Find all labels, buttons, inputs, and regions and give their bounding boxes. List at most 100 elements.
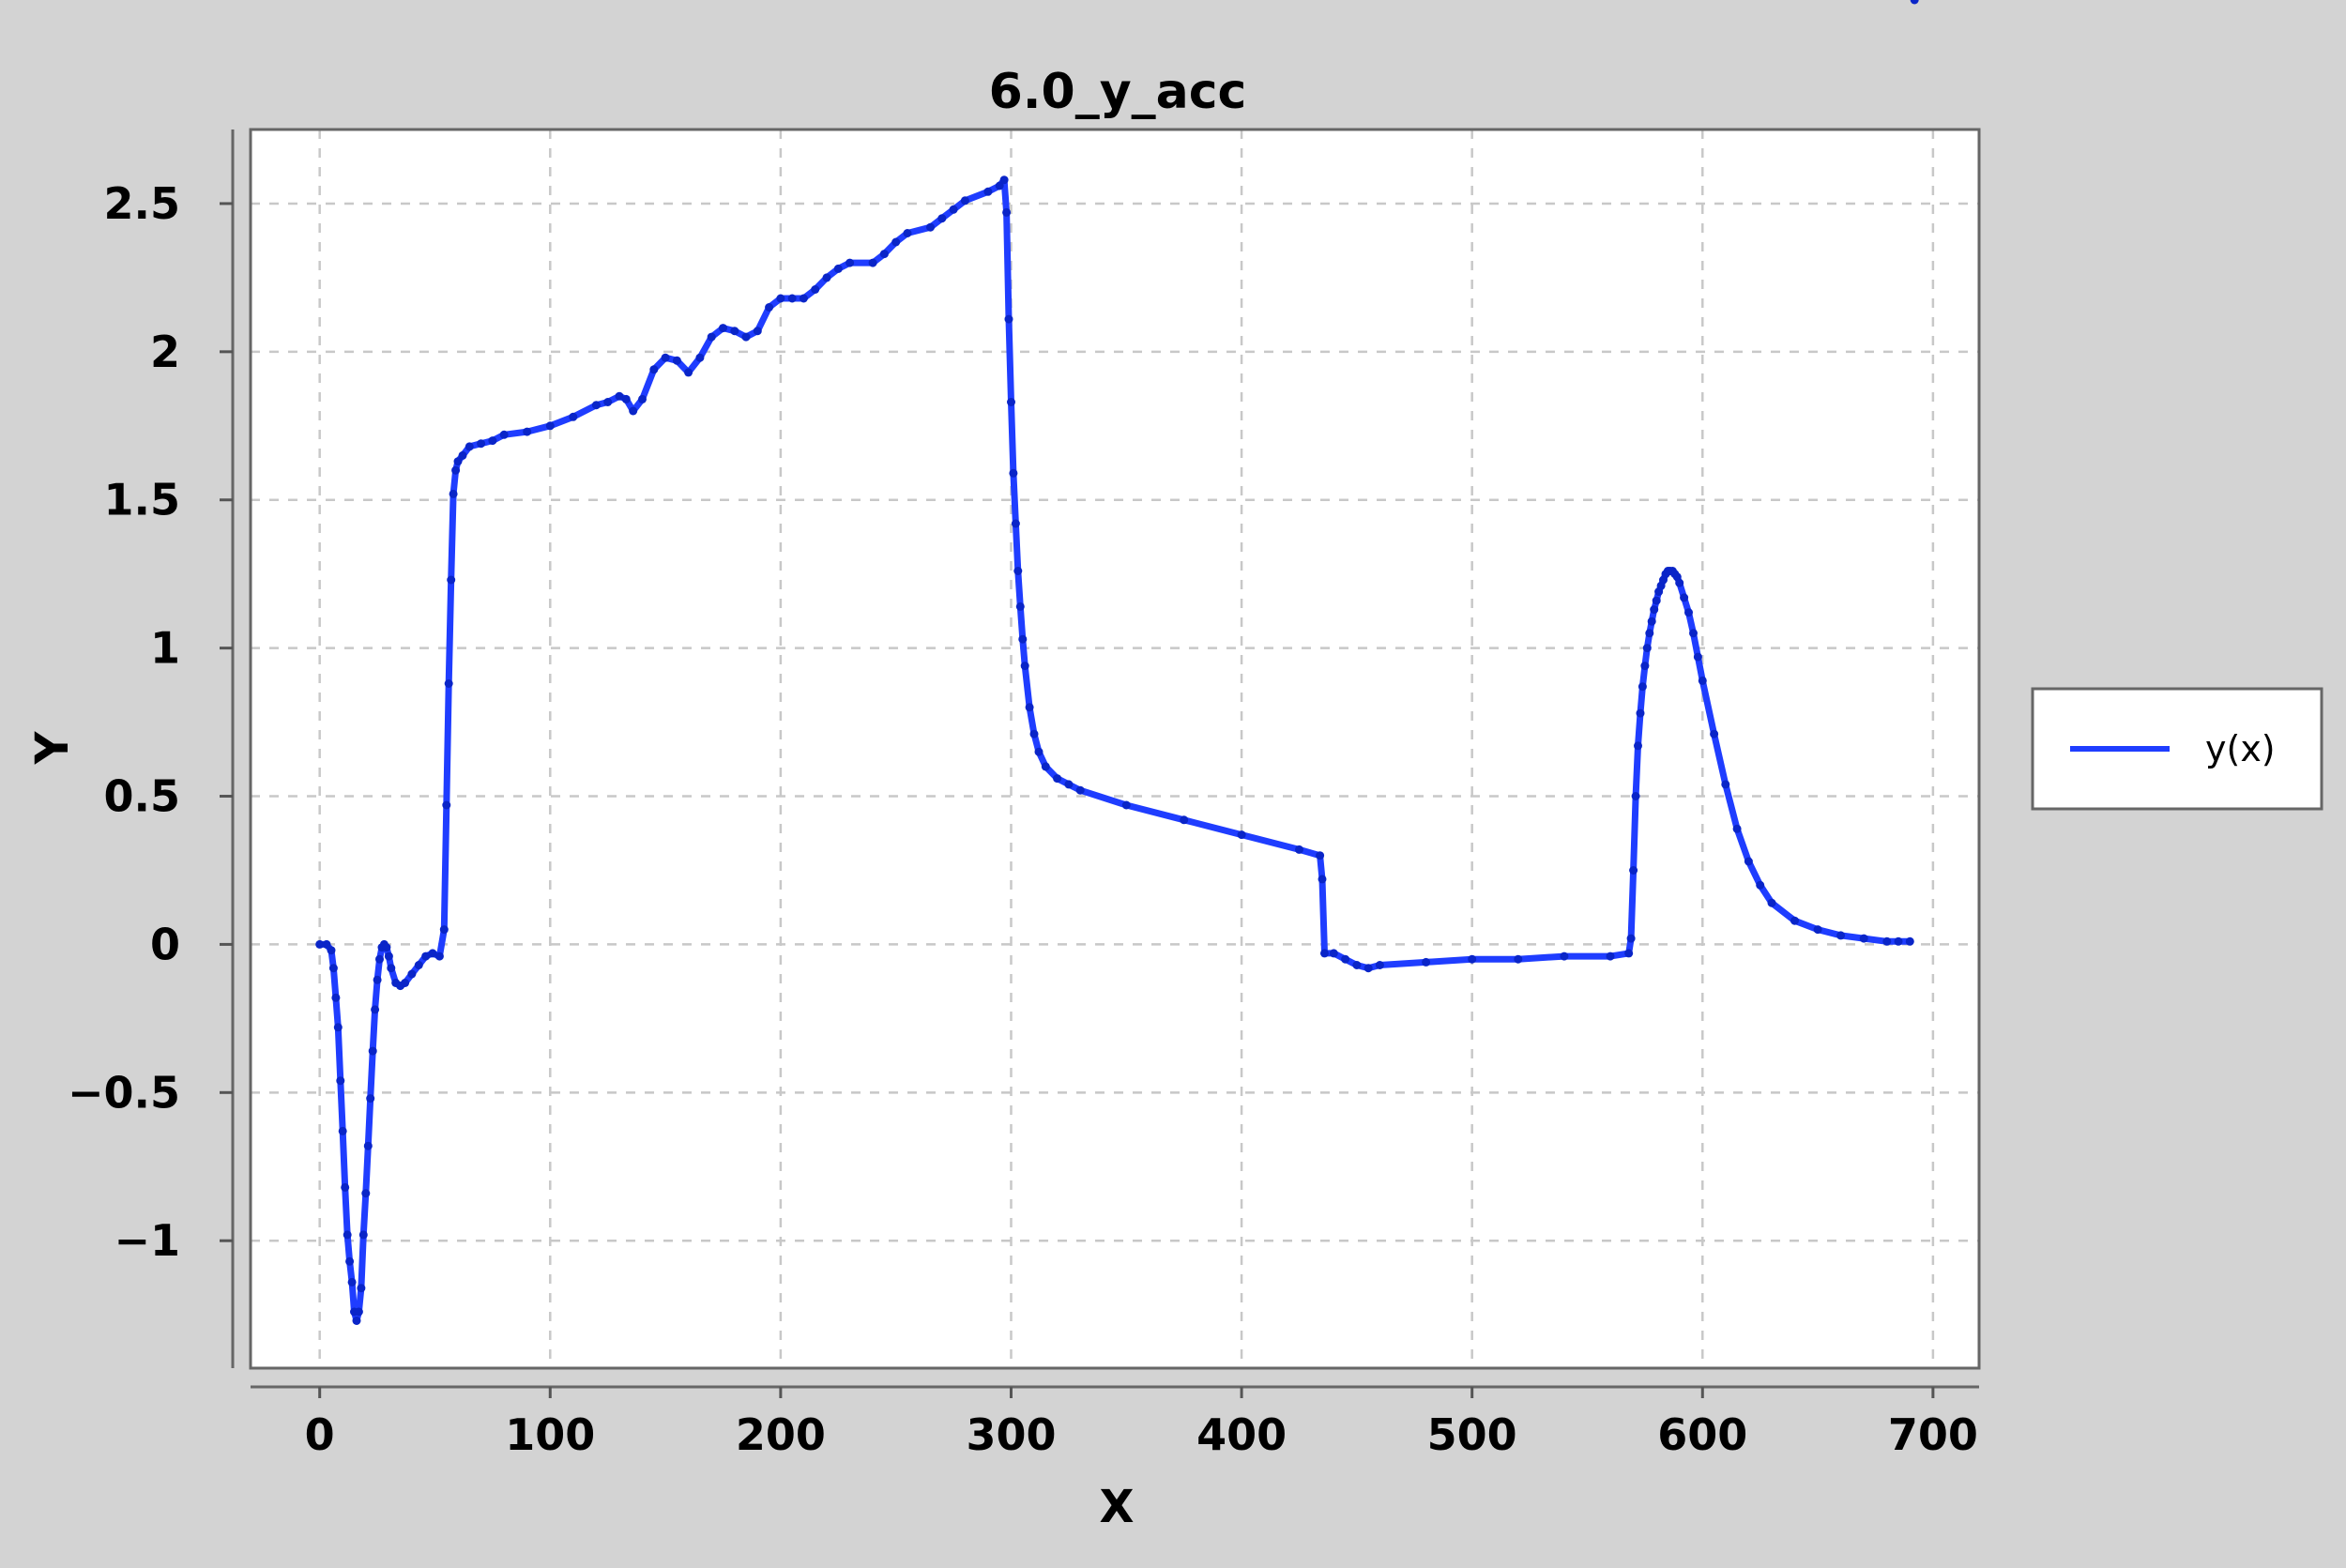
data-point (1375, 961, 1384, 969)
data-point (1744, 857, 1753, 866)
data-point (695, 353, 705, 362)
data-point (358, 1230, 368, 1240)
data-point (753, 327, 762, 336)
data-point (1034, 747, 1044, 756)
data-point (1652, 596, 1661, 605)
data-point (1320, 949, 1329, 958)
data-point (649, 365, 659, 374)
data-point (995, 181, 1004, 190)
data-point (449, 489, 458, 498)
data-point (999, 175, 1009, 185)
data-point (629, 406, 638, 416)
data-point (401, 979, 410, 987)
x-tick-label: 100 (505, 1409, 595, 1460)
legend-label: y(x) (2205, 728, 2276, 769)
data-point (458, 450, 467, 460)
x-tick-label: 600 (1657, 1409, 1747, 1460)
data-point (719, 324, 727, 333)
data-point (1894, 936, 1903, 946)
data-point (1650, 605, 1659, 615)
data-point (1698, 676, 1707, 685)
data-point (444, 679, 453, 688)
data-point (776, 294, 785, 303)
data-point (1721, 780, 1730, 789)
data-point (1642, 644, 1652, 653)
data-point (1629, 866, 1638, 875)
data-point (1009, 468, 1018, 478)
data-point (1813, 925, 1822, 935)
data-point (331, 993, 341, 1002)
data-point (428, 949, 437, 958)
data-point (1638, 682, 1647, 692)
data-point (765, 303, 774, 312)
data-point (684, 368, 693, 377)
data-point (363, 1141, 373, 1150)
data-point (621, 394, 631, 403)
data-point (730, 327, 739, 336)
x-tick-label: 300 (966, 1409, 1056, 1460)
data-point (371, 1005, 380, 1014)
data-point (1013, 567, 1023, 575)
legend: y(x) (2031, 687, 2323, 811)
data-point (1341, 954, 1350, 964)
data-point (949, 205, 958, 214)
data-point (341, 1182, 350, 1192)
data-point (1636, 708, 1645, 718)
data-point (868, 258, 877, 267)
data-point (1689, 629, 1698, 638)
data-point (1316, 851, 1325, 860)
plot-frame (249, 128, 1981, 1370)
data-point (926, 222, 935, 232)
data-point (327, 946, 336, 955)
y-tick-label: 1 (150, 623, 180, 674)
data-point (1790, 916, 1799, 925)
data-point (373, 975, 382, 984)
data-point (1624, 949, 1634, 958)
data-point (451, 465, 461, 475)
data-point (1468, 954, 1477, 964)
data-point (1710, 729, 1719, 738)
data-point (615, 391, 624, 401)
data-point (1015, 601, 1025, 611)
data-point (1318, 875, 1327, 884)
data-point (1645, 629, 1654, 638)
x-tick-label: 500 (1427, 1409, 1517, 1460)
data-point (488, 436, 497, 446)
y-tick-label: 0 (150, 919, 180, 969)
data-point (603, 398, 613, 406)
data-point (787, 294, 797, 303)
data-point (545, 421, 555, 431)
data-point (811, 285, 820, 294)
data-point (822, 273, 831, 282)
data-point (1732, 824, 1742, 833)
data-point (328, 964, 338, 973)
data-point (1180, 815, 1189, 825)
data-point (707, 332, 716, 342)
data-point (1640, 662, 1650, 671)
data-point (447, 575, 456, 585)
y-tick-label: 2 (150, 327, 180, 377)
data-point (361, 1189, 371, 1198)
data-point (343, 1230, 352, 1240)
data-point (569, 412, 578, 421)
data-point (879, 250, 889, 259)
data-point (333, 1023, 343, 1032)
data-point (1905, 936, 1914, 946)
chart-title: 6.0_y_acc (989, 64, 1247, 120)
data-point (453, 457, 463, 466)
data-point (1767, 898, 1776, 907)
data-point (439, 925, 449, 935)
data-point (336, 1076, 345, 1086)
data-point (960, 196, 969, 206)
data-point (799, 294, 808, 303)
data-point (315, 939, 325, 949)
data-point (1422, 957, 1431, 967)
x-axis-label: X (1099, 1481, 1134, 1533)
data-point (1647, 617, 1656, 626)
tick-layer: 0 100 200 300 400 500 600 700 −1 −0.5 0 0.5 1 1.5 2 2.5 (68, 178, 1978, 1460)
data-point (1053, 774, 1062, 784)
data-point (661, 353, 670, 362)
data-point (434, 951, 444, 961)
data-point (477, 439, 486, 449)
